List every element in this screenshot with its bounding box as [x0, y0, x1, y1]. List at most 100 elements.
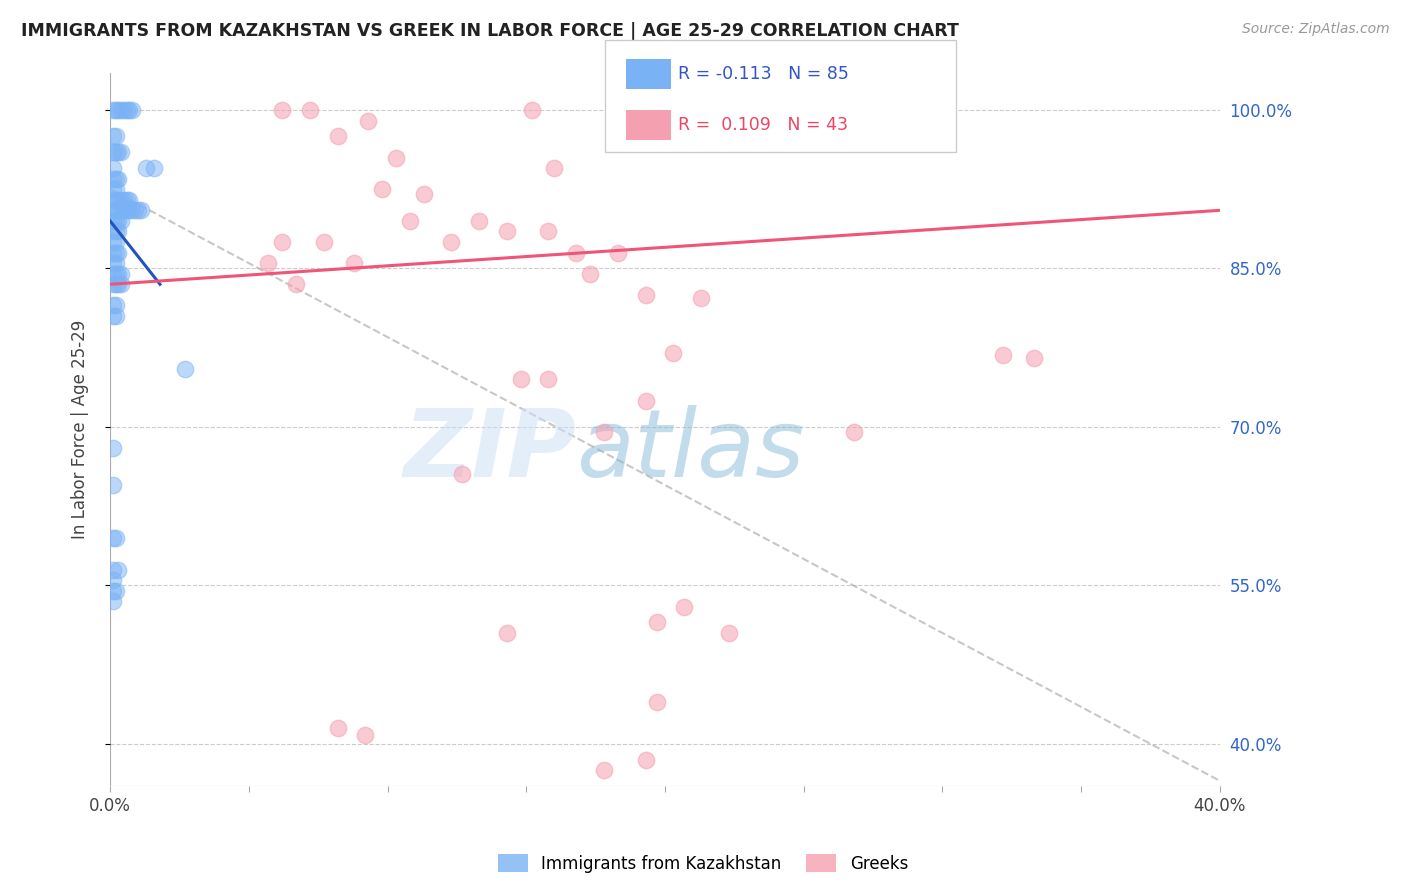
Point	[257, 256, 280, 270]
Point	[412, 187, 434, 202]
Point	[357, 113, 380, 128]
Point	[101, 245, 124, 260]
Point	[565, 245, 588, 260]
Point	[634, 753, 657, 767]
Point	[107, 214, 129, 228]
Legend: Immigrants from Kazakhstan, Greeks: Immigrants from Kazakhstan, Greeks	[491, 847, 915, 880]
Point	[298, 103, 321, 117]
Point	[104, 171, 127, 186]
Point	[645, 615, 668, 630]
Point	[101, 267, 124, 281]
Point	[110, 267, 132, 281]
Point	[110, 193, 132, 207]
Point	[509, 372, 531, 386]
Point	[107, 245, 129, 260]
Point	[104, 235, 127, 249]
Point	[110, 103, 132, 117]
Text: IMMIGRANTS FROM KAZAKHSTAN VS GREEK IN LABOR FORCE | AGE 25-29 CORRELATION CHART: IMMIGRANTS FROM KAZAKHSTAN VS GREEK IN L…	[21, 22, 959, 40]
Point	[104, 298, 127, 312]
Point	[101, 277, 124, 292]
Point	[326, 721, 349, 735]
Point	[101, 531, 124, 545]
Point	[101, 193, 124, 207]
Point	[673, 599, 696, 614]
Point	[112, 203, 135, 218]
Point	[110, 203, 132, 218]
Point	[104, 256, 127, 270]
Point	[271, 235, 294, 249]
Point	[101, 594, 124, 608]
Point	[107, 267, 129, 281]
Point	[115, 103, 138, 117]
Point	[284, 277, 307, 292]
Point	[104, 214, 127, 228]
Point	[104, 182, 127, 196]
Point	[842, 425, 865, 440]
Point	[104, 277, 127, 292]
Point	[104, 309, 127, 323]
Point	[127, 203, 149, 218]
Point	[104, 193, 127, 207]
Text: R = -0.113   N = 85: R = -0.113 N = 85	[678, 65, 849, 83]
Point	[101, 309, 124, 323]
Point	[993, 348, 1015, 362]
Point	[326, 129, 349, 144]
Point	[110, 277, 132, 292]
Point	[104, 267, 127, 281]
Point	[495, 224, 517, 238]
Point	[143, 161, 166, 175]
Point	[107, 103, 129, 117]
Point	[593, 425, 616, 440]
Point	[312, 235, 335, 249]
Point	[101, 171, 124, 186]
Point	[1022, 351, 1045, 366]
Point	[371, 182, 394, 196]
Point	[107, 171, 129, 186]
Point	[104, 145, 127, 160]
Point	[110, 145, 132, 160]
Point	[107, 224, 129, 238]
Point	[579, 267, 602, 281]
Point	[107, 277, 129, 292]
Point	[101, 103, 124, 117]
Point	[101, 441, 124, 455]
Point	[634, 288, 657, 302]
Point	[451, 467, 474, 482]
Point	[104, 224, 127, 238]
Point	[385, 151, 408, 165]
Point	[121, 103, 143, 117]
Point	[107, 563, 129, 577]
Point	[690, 291, 713, 305]
Point	[101, 256, 124, 270]
Point	[440, 235, 463, 249]
Point	[110, 214, 132, 228]
Point	[104, 531, 127, 545]
Point	[135, 161, 157, 175]
Point	[593, 764, 616, 778]
Point	[101, 573, 124, 587]
Point	[101, 478, 124, 492]
Text: ZIP: ZIP	[404, 405, 576, 497]
Point	[101, 583, 124, 598]
Point	[101, 224, 124, 238]
Point	[101, 161, 124, 175]
Point	[118, 203, 141, 218]
Point	[343, 256, 366, 270]
Point	[101, 235, 124, 249]
Point	[101, 129, 124, 144]
Point	[634, 393, 657, 408]
Point	[107, 193, 129, 207]
Point	[129, 203, 152, 218]
Point	[124, 203, 146, 218]
Point	[118, 103, 141, 117]
Point	[271, 103, 294, 117]
Point	[495, 626, 517, 640]
Point	[468, 214, 491, 228]
Point	[101, 203, 124, 218]
Point	[606, 245, 628, 260]
Point	[112, 103, 135, 117]
Point	[104, 103, 127, 117]
Point	[908, 103, 931, 117]
Point	[115, 193, 138, 207]
Text: Source: ZipAtlas.com: Source: ZipAtlas.com	[1241, 22, 1389, 37]
